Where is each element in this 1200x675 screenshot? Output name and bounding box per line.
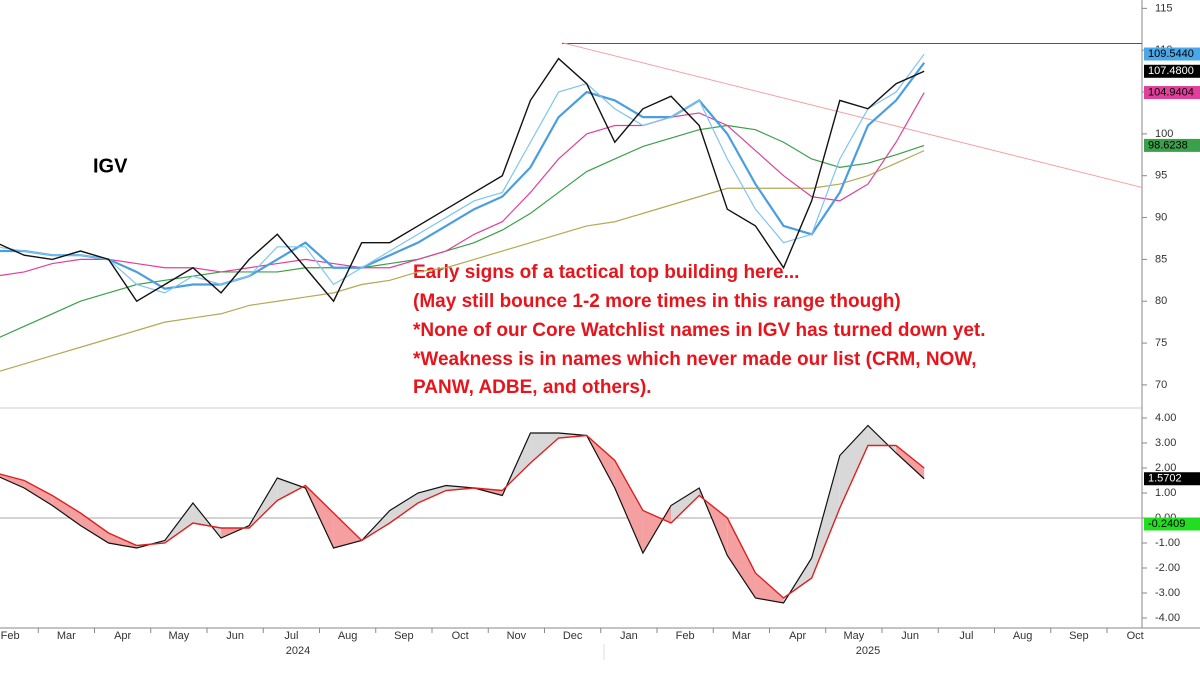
macd-fill bbox=[530, 433, 559, 463]
series-line bbox=[0, 92, 925, 277]
x-tick-label: Aug bbox=[338, 630, 358, 642]
series-line bbox=[0, 150, 925, 372]
y-tick-label: -2.00 bbox=[1155, 562, 1180, 574]
y-tick-label: -1.00 bbox=[1155, 537, 1180, 549]
value-tag bbox=[1144, 138, 1200, 152]
x-tick-label: Jul bbox=[284, 630, 298, 642]
x-tick-label: Oct bbox=[452, 630, 469, 642]
y-tick-label: -4.00 bbox=[1155, 612, 1180, 624]
y-tick-label: 90 bbox=[1155, 211, 1167, 223]
x-tick-label: Feb bbox=[1, 630, 20, 642]
value-tag-label: 98.6238 bbox=[1148, 139, 1188, 151]
macd-fill bbox=[52, 495, 81, 526]
macd-fill bbox=[389, 493, 418, 523]
annotation: *Weakness is in names which never made o… bbox=[413, 349, 976, 370]
x-tick-label: Apr bbox=[114, 630, 131, 642]
x-tick-label: Jul bbox=[959, 630, 973, 642]
series-line bbox=[0, 57, 925, 303]
x-group-label: 2025 bbox=[856, 645, 880, 657]
y-tick-label: 95 bbox=[1155, 170, 1167, 182]
chart-title: IGV bbox=[93, 155, 128, 177]
y-tick-label: 3.00 bbox=[1155, 437, 1176, 449]
value-tag-label: 104.9404 bbox=[1148, 86, 1194, 98]
x-tick-label: Jun bbox=[226, 630, 244, 642]
macd-fill bbox=[896, 445, 925, 479]
series-line bbox=[0, 150, 925, 372]
macd-fill bbox=[839, 425, 868, 508]
y-tick-label: -3.00 bbox=[1155, 587, 1180, 599]
macd-fill bbox=[811, 455, 840, 578]
x-tick-label: Sep bbox=[394, 630, 414, 642]
macd-fill bbox=[277, 478, 306, 501]
x-tick-label: May bbox=[843, 630, 864, 642]
value-tag-label: -0.2409 bbox=[1148, 518, 1185, 530]
y-tick-label: 100 bbox=[1155, 128, 1173, 140]
y-tick-label: 85 bbox=[1155, 253, 1167, 265]
value-tag-label: 107.4800 bbox=[1148, 65, 1194, 77]
macd-fill bbox=[333, 513, 362, 548]
y-tick-label: 4.00 bbox=[1155, 412, 1176, 424]
annotation: (May still bounce 1-2 more times in this… bbox=[413, 291, 901, 312]
x-tick-label: Feb bbox=[676, 630, 695, 642]
x-tick-label: Jun bbox=[901, 630, 919, 642]
y-tick-label: 80 bbox=[1155, 295, 1167, 307]
y-tick-label: 70 bbox=[1155, 379, 1167, 391]
annotation: *None of our Core Watchlist names in IGV… bbox=[413, 320, 986, 341]
value-tag bbox=[1144, 64, 1200, 78]
series-line bbox=[0, 53, 925, 294]
y-tick-label: 115 bbox=[1155, 2, 1173, 14]
x-tick-label: Dec bbox=[563, 630, 583, 642]
x-group-label: 2024 bbox=[286, 645, 310, 657]
trend-line bbox=[561, 42, 1143, 188]
value-tag bbox=[1144, 517, 1200, 531]
annotation: PANW, ADBE, and others). bbox=[413, 377, 652, 398]
x-tick-label: Sep bbox=[1069, 630, 1089, 642]
macd-fill bbox=[614, 460, 643, 553]
series-line bbox=[0, 124, 925, 338]
y-tick-label: 1.00 bbox=[1155, 487, 1176, 499]
macd-fill bbox=[0, 474, 25, 488]
macd-fill bbox=[671, 488, 700, 523]
x-tick-label: Mar bbox=[57, 630, 76, 642]
value-tag bbox=[1144, 47, 1200, 61]
y-tick-label: 75 bbox=[1155, 337, 1167, 349]
value-tag-label: 109.5440 bbox=[1148, 48, 1194, 60]
x-tick-label: Nov bbox=[507, 630, 527, 642]
macd-fill bbox=[24, 480, 53, 506]
value-tag bbox=[1144, 472, 1200, 486]
x-tick-label: Jan bbox=[620, 630, 638, 642]
macd-fill bbox=[80, 513, 109, 543]
y-tick-label: 2.00 bbox=[1155, 462, 1176, 474]
value-tag bbox=[1144, 86, 1200, 100]
x-tick-label: Aug bbox=[1013, 630, 1033, 642]
macd-fill bbox=[417, 485, 447, 503]
x-tick-label: Oct bbox=[1127, 630, 1144, 642]
value-tag-label: 1.5702 bbox=[1148, 473, 1182, 485]
annotation: Early signs of a tactical top building h… bbox=[413, 262, 799, 283]
x-tick-label: Apr bbox=[789, 630, 806, 642]
x-tick-label: May bbox=[168, 630, 189, 642]
macd-fill bbox=[727, 518, 756, 598]
series-line bbox=[0, 62, 926, 290]
series-line bbox=[0, 434, 925, 599]
macd-fill bbox=[755, 573, 784, 603]
x-tick-label: Mar bbox=[732, 630, 751, 642]
